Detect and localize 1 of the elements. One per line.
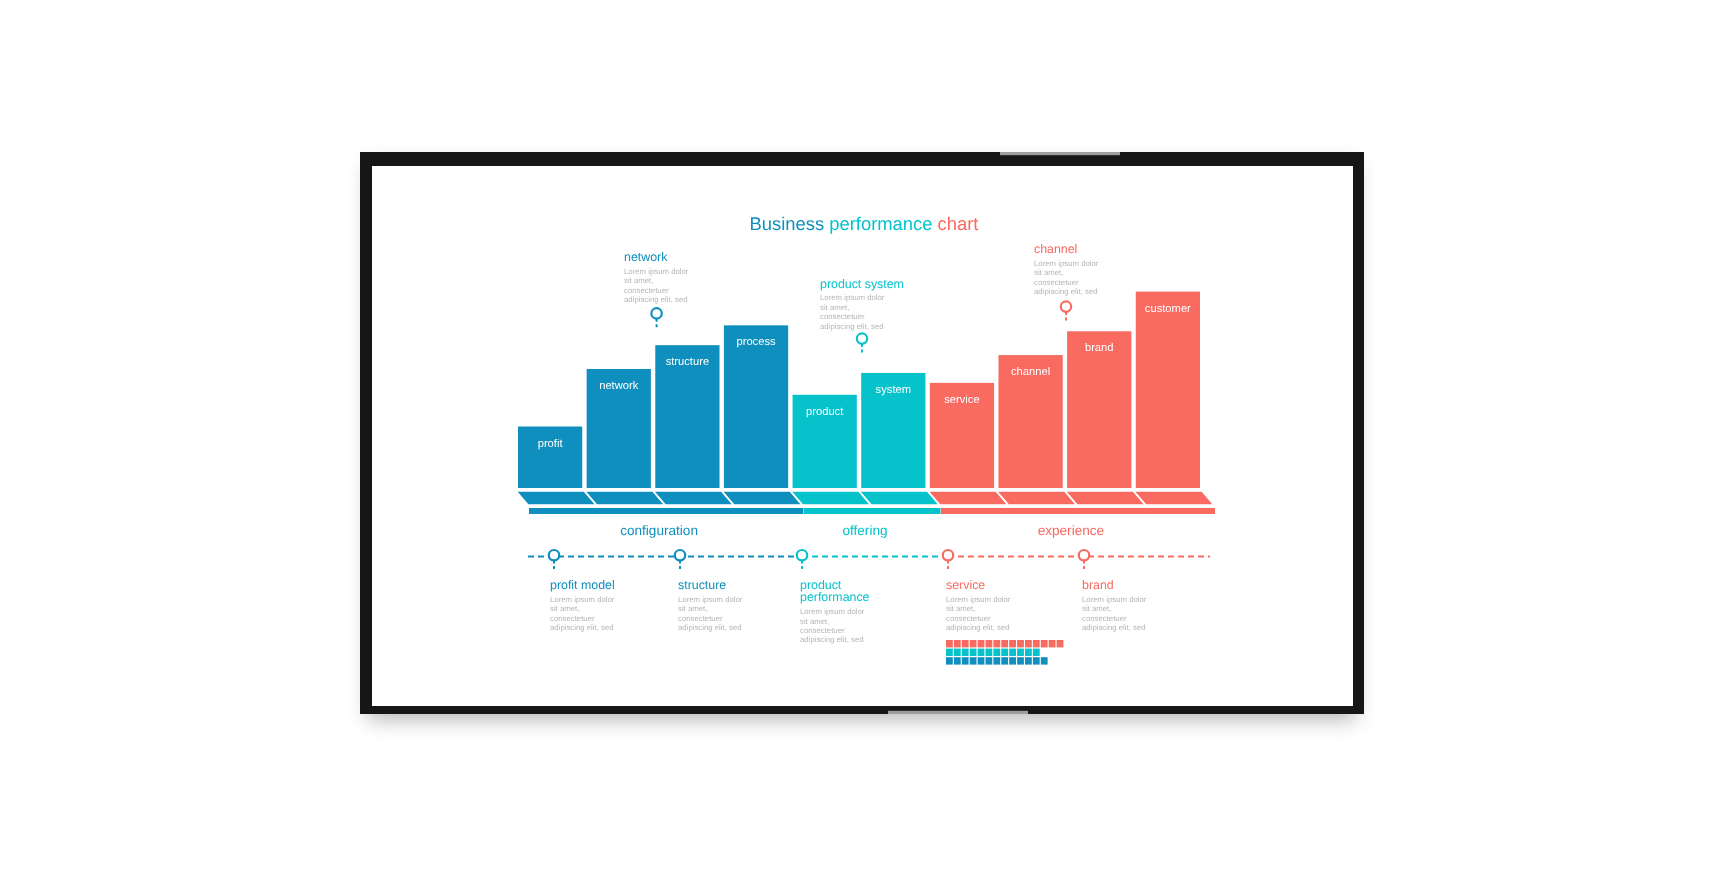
chart-title: Business performance chart [749,214,980,234]
